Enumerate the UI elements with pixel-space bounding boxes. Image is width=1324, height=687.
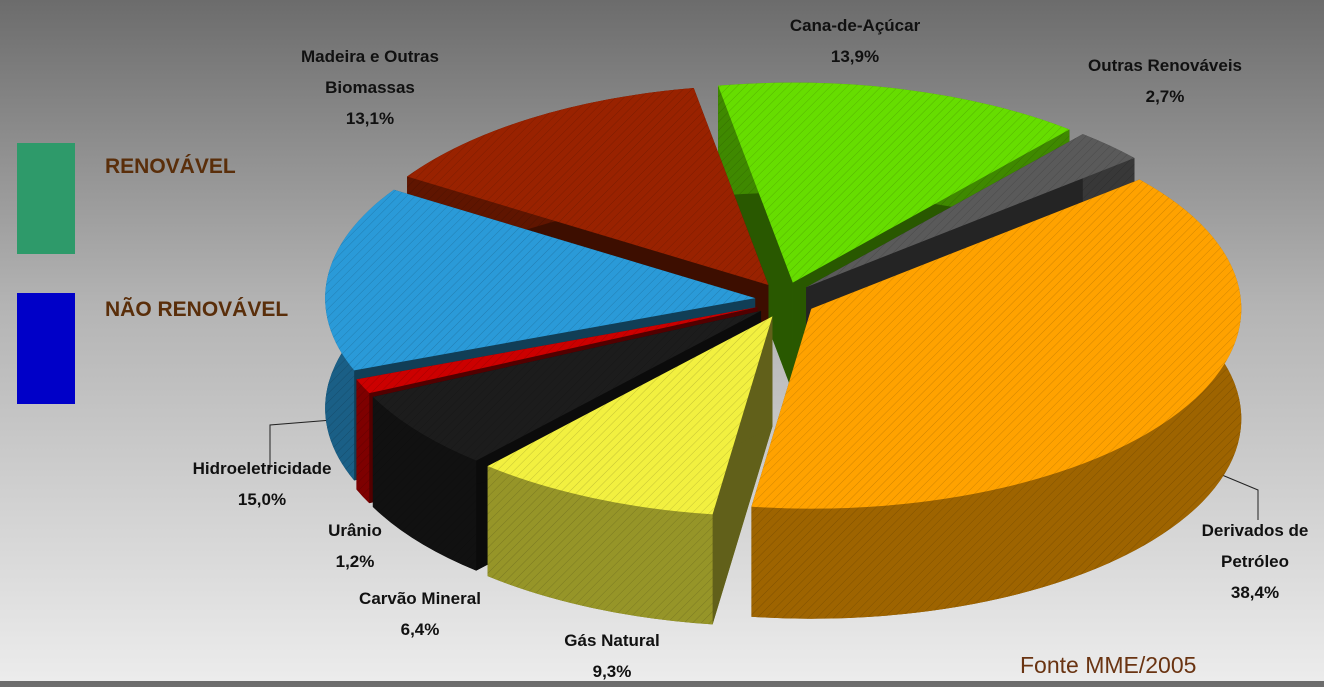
data-label: Cana-de-Açúcar 13,9% [755,10,955,72]
category-label: Gás Natural [564,631,660,650]
slice-top-hatch [751,179,1242,509]
data-label: Derivados de Petróleo 38,4% [1180,515,1324,608]
pie-slice [487,316,773,625]
category-label: Outras Renováveis [1087,56,1242,75]
value-label: 1,2% [335,552,375,571]
leader-line [1209,469,1259,520]
data-label: Carvão Mineral 6,4% [320,583,520,645]
value-label: 38,4% [1230,583,1280,602]
slice-top-hatch [806,134,1135,288]
value-label: 9,3% [592,662,632,681]
slice-top-hatch [718,82,1070,283]
slice-wall-hatch [751,179,1242,619]
slice-wall-hatch [356,379,370,504]
value-label: 6,4% [400,620,440,639]
legend-label: NÃO RENOVÁVEL [105,298,289,321]
legend-label: RENOVÁVEL [105,155,236,178]
slice-wall-hatch [372,396,477,571]
category-label: Hidroeletricidade [192,459,332,478]
pie-slice [751,179,1242,619]
legend-swatch [17,293,75,404]
value-label: 15,0% [237,490,287,509]
slice-top-hatch [407,88,769,286]
legend-swatch [17,143,75,254]
data-label: Hidroeletricidade 15,0% [162,453,362,515]
slice-top-hatch [356,307,758,394]
category-label: Cana-de-Açúcar [789,16,921,35]
category-label: Carvão Mineral [359,589,481,608]
category-label: Madeira e Outras Biomassas [301,47,439,97]
value-label: 13,1% [345,109,395,128]
data-label: Madeira e Outras Biomassas 13,1% [270,41,470,134]
source-note: Fonte MME/2005 [1020,652,1197,678]
slice-top-hatch [487,316,773,515]
value-label: 13,9% [830,47,880,66]
slice-top-hatch [372,310,762,461]
category-label: Derivados de Petróleo [1201,521,1309,571]
category-label: Urânio [328,521,382,540]
data-label: Outras Renováveis 2,7% [1065,50,1265,112]
slice-wall-hatch [487,466,713,625]
data-label: Gás Natural 9,3% [512,625,712,687]
slice-top-hatch [325,189,756,371]
value-label: 2,7% [1145,87,1185,106]
data-label: Urânio 1,2% [255,515,455,577]
